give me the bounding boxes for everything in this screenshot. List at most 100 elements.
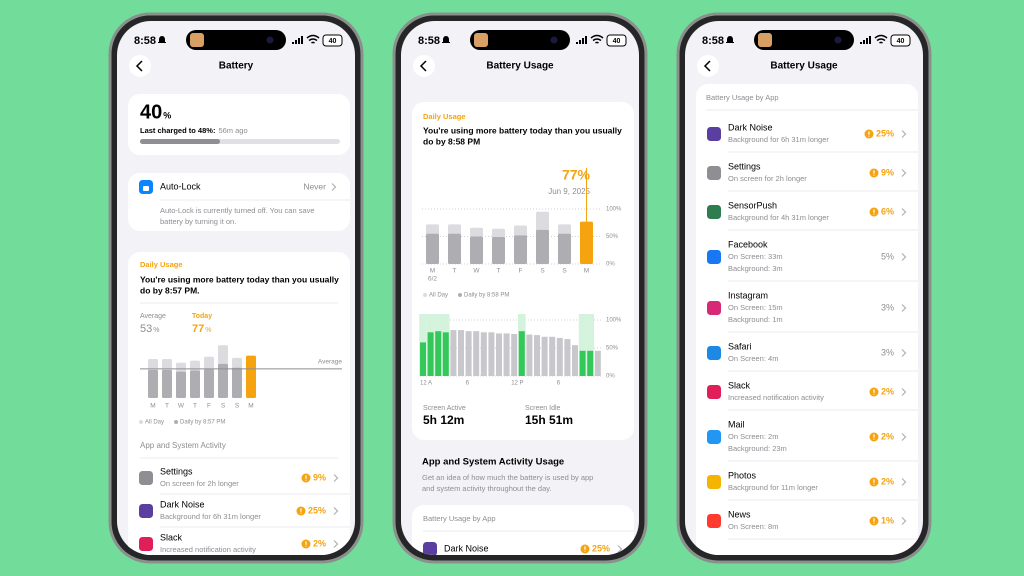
chevron	[617, 545, 623, 553]
app-percent: 6%	[881, 206, 894, 216]
idle-bar	[503, 333, 510, 376]
x-tick-label: T	[453, 268, 457, 275]
x-tick-label: W	[473, 268, 480, 275]
app-name: Slack	[728, 380, 751, 390]
app-name: Settings	[728, 161, 761, 171]
average-value: 53	[140, 323, 152, 335]
signal-bar	[585, 36, 587, 44]
app-name: Mail	[728, 419, 745, 429]
bell-icon	[442, 36, 450, 43]
back-button[interactable]	[413, 55, 435, 77]
today-value: 77%	[562, 167, 591, 183]
app-name: Safari	[728, 341, 752, 351]
back-chevron	[419, 60, 427, 72]
idle-bar	[564, 339, 571, 376]
chevron	[901, 517, 907, 525]
section-title: App and System Activity Usage	[422, 457, 564, 468]
last-charged-ago: 56m ago	[218, 126, 247, 135]
back-button[interactable]	[697, 55, 719, 77]
bar	[492, 237, 505, 264]
today-value: 77	[192, 323, 204, 335]
signal-bar	[292, 42, 294, 44]
app-name: Photos	[728, 470, 757, 480]
bar	[190, 370, 200, 398]
idle-bar	[511, 334, 518, 376]
y-tick-label: 100%	[606, 318, 622, 324]
bar	[176, 371, 186, 398]
active-bar	[587, 350, 594, 376]
idle-bar	[488, 332, 495, 376]
app-detail: Increased notification activity	[160, 545, 256, 554]
signal-bar	[860, 42, 862, 44]
idle-bar	[480, 332, 487, 376]
x-tick-label: S	[235, 403, 240, 410]
chevron	[901, 349, 907, 357]
idle-bar	[473, 331, 480, 376]
x-tick-label: W	[178, 403, 185, 410]
bar	[218, 363, 228, 398]
legend-dot	[423, 293, 427, 297]
status-time: 8:58	[702, 35, 724, 47]
wifi-icon	[590, 34, 604, 44]
bar	[162, 369, 172, 398]
lock-glyph	[143, 186, 149, 191]
setting-value: Never	[303, 181, 326, 191]
average-label: Average	[140, 313, 166, 320]
signal-bar	[576, 42, 578, 44]
chevron	[333, 507, 339, 515]
active-bar	[427, 332, 434, 376]
stat-value: 5h 12m	[423, 413, 464, 427]
chevron	[901, 208, 907, 216]
app-icon	[707, 127, 721, 141]
dynamic-island	[754, 30, 854, 50]
battery-unit: %	[163, 110, 171, 120]
legend-dot	[139, 420, 143, 424]
idle-bar	[450, 330, 457, 376]
x-tick-label: T	[497, 268, 501, 275]
signal-bar	[866, 38, 868, 44]
active-bar	[435, 331, 442, 376]
setting-description: battery by turning it on.	[160, 217, 236, 226]
idle-bar	[534, 335, 540, 376]
legend-dot	[174, 420, 179, 424]
app-percent: 9%	[313, 472, 326, 482]
screen-content: 8:58 40 Battery 40 % Last charged to 48%: 56m …	[128, 30, 350, 555]
bar	[448, 233, 461, 264]
app-percent: 2%	[313, 538, 326, 548]
app-percent: 2%	[881, 431, 894, 441]
chevron	[333, 474, 339, 482]
back-button[interactable]	[129, 55, 151, 77]
average-line-label: Average	[318, 359, 342, 366]
signal-bar	[301, 36, 303, 44]
app-icon	[707, 430, 721, 444]
camera	[266, 36, 274, 44]
app-icon	[707, 475, 721, 489]
legend-label: Daily by 8:58 PM	[464, 293, 509, 299]
x-tick-label: T	[165, 403, 169, 410]
x-tick-label: S	[221, 403, 226, 410]
app-detail: On Screen: 2m	[728, 432, 778, 441]
chevron	[901, 169, 907, 177]
bar	[558, 233, 571, 264]
app-detail: Background for 4h 31m longer	[728, 213, 829, 222]
idle-bar	[594, 350, 601, 376]
x-tick-label: S	[540, 268, 545, 275]
card	[128, 173, 350, 231]
dynamic-island	[186, 30, 286, 50]
app-detail: On Screen: 33m	[728, 252, 783, 261]
y-tick-label: 0%	[606, 262, 615, 268]
app-percent: 2%	[881, 476, 894, 486]
back-chevron	[703, 60, 711, 72]
legend-label: Daily by 8:57 PM	[180, 420, 225, 426]
app-icon	[139, 537, 153, 551]
list-title: Battery Usage by App	[423, 514, 496, 523]
app-name: Dark Noise	[728, 122, 773, 132]
legend-dot	[458, 293, 463, 297]
today-bar	[580, 221, 593, 264]
card	[412, 102, 634, 440]
app-percent: 3%	[881, 347, 894, 357]
stat-value: 15h 51m	[525, 413, 573, 427]
app-detail: On Screen: 4m	[728, 354, 778, 363]
